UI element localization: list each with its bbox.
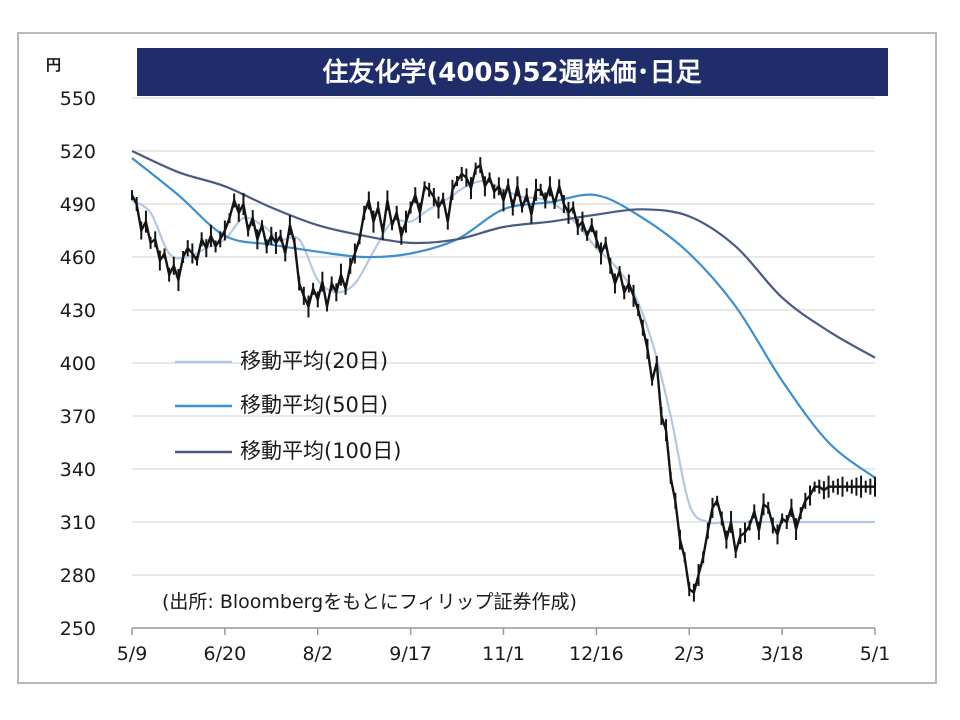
- legend-item-100: 移動平均(100日): [175, 439, 401, 463]
- x-tick-label: 9/17: [389, 643, 432, 665]
- legend-item-20: 移動平均(20日): [175, 349, 388, 373]
- y-tick-label: 430: [60, 300, 96, 322]
- x-tick-label: 3/18: [761, 643, 804, 665]
- y-tick-label: 340: [60, 459, 96, 481]
- legend-item-50: 移動平均(50日): [175, 393, 388, 417]
- y-tick-label: 370: [60, 406, 96, 428]
- y-axis-unit: 円: [46, 56, 61, 74]
- legend-label: 移動平均(20日): [240, 349, 388, 373]
- source-note: (出所: Bloombergをもとにフィリップ証券作成): [162, 591, 577, 613]
- title-banner: [137, 48, 888, 96]
- y-tick-label: 490: [60, 194, 96, 216]
- y-axis-tick-labels: 550 520 490 460 430 400 370 340 310 280 250: [60, 88, 96, 640]
- x-tick-label: 5/9: [117, 643, 148, 665]
- x-axis-tick-marks: [131, 628, 876, 635]
- moving-average-100-line: [131, 149, 876, 359]
- x-tick-label: 11/1: [482, 643, 525, 665]
- y-tick-label: 250: [60, 618, 96, 640]
- y-tick-label: 280: [60, 565, 96, 587]
- moving-average-50-line: [131, 157, 876, 479]
- x-tick-label: 12/16: [569, 643, 624, 665]
- x-tick-label: 5/1: [860, 643, 891, 665]
- y-tick-label: 520: [60, 141, 96, 163]
- y-tick-label: 460: [60, 247, 96, 269]
- x-tick-label: 8/2: [302, 643, 333, 665]
- price-line: [130, 162, 875, 595]
- legend: 移動平均(20日) 移動平均(50日) 移動平均(100日): [175, 349, 401, 463]
- x-tick-label: 2/3: [674, 643, 705, 665]
- gridlines: [132, 97, 875, 576]
- x-axis-tick-labels: 5/9 6/20 8/2 9/17 11/1 12/16 2/3 3/18 5/1: [117, 643, 891, 665]
- price-series: [130, 157, 876, 602]
- y-tick-label: 550: [60, 88, 96, 110]
- chart-title: 住友化学(4005)52週株価･日足: [322, 57, 701, 88]
- x-tick-label: 6/20: [204, 643, 247, 665]
- y-tick-label: 310: [60, 512, 96, 534]
- legend-label: 移動平均(50日): [240, 393, 388, 417]
- legend-label: 移動平均(100日): [240, 439, 401, 463]
- y-tick-label: 400: [60, 353, 96, 375]
